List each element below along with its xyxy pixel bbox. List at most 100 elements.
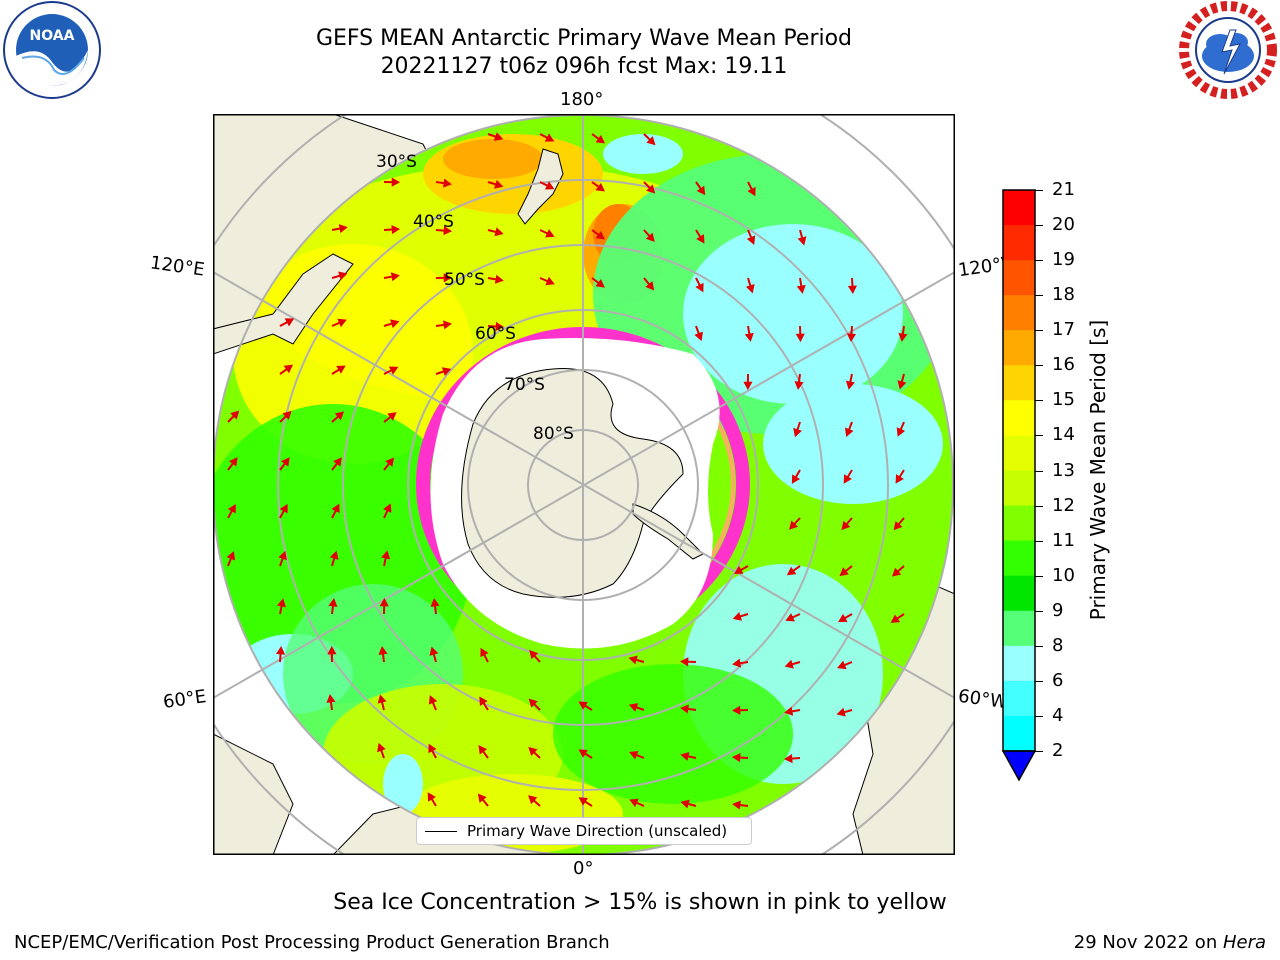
wave-direction-arrowhead — [284, 318, 295, 327]
colorbar-tick-mark — [1035, 330, 1043, 332]
wave-direction-arrowhead — [494, 179, 504, 189]
wave-direction-arrowhead — [839, 567, 849, 577]
wave-direction-arrowhead — [338, 224, 348, 234]
colorbar-tick-label: 4 — [1052, 704, 1064, 726]
wave-direction-arrowhead — [377, 694, 387, 704]
colorbar-tick-label: 12 — [1052, 494, 1075, 516]
wave-direction-arrowhead — [277, 598, 286, 608]
colorbar-tick-label: 2 — [1052, 740, 1064, 761]
wave-direction-arrowhead — [794, 381, 804, 390]
wave-direction-arrowhead — [680, 704, 689, 714]
colorbar-tick-label: 14 — [1052, 424, 1075, 446]
colorbar-tick-label: 19 — [1052, 249, 1075, 271]
wave-direction-arrowhead — [786, 566, 797, 576]
colorbar-label: Primary Wave Mean Period [s] — [1086, 319, 1110, 621]
colorbar-tick-mark — [1035, 680, 1043, 682]
wave-direction-arrowhead — [528, 746, 538, 757]
wave-direction-arrowhead — [797, 236, 807, 246]
wave-direction-arrowhead — [477, 793, 487, 803]
colorbar-tick-mark — [1035, 365, 1043, 367]
wave-direction-arrowhead — [628, 703, 639, 712]
wave-direction-arrowhead — [645, 232, 655, 242]
colorbar-tick-mark — [1035, 540, 1043, 542]
wave-direction-arrowhead — [895, 474, 904, 484]
footer-host: Hera — [1222, 932, 1266, 953]
colorbar-band — [1003, 225, 1035, 261]
wave-direction-arrowhead — [282, 410, 292, 420]
wave-direction-arrowhead — [377, 742, 386, 753]
wave-direction-arrowhead — [278, 550, 287, 561]
wave-direction-arrowhead — [391, 224, 401, 235]
colorbar-band — [1003, 365, 1035, 401]
colorbar-band — [1003, 715, 1035, 752]
wave-direction-arrowhead — [743, 381, 753, 391]
wave-direction-arrowhead — [784, 659, 794, 669]
colorbar-tick-label: 11 — [1052, 529, 1075, 551]
footer-left: NCEP/EMC/Verification Post Processing Pr… — [14, 932, 610, 953]
colorbar-band — [1003, 435, 1035, 471]
wave-direction-arrowhead — [338, 271, 348, 281]
wave-direction-arrowhead — [494, 274, 504, 284]
wave-direction-arrowhead — [629, 798, 639, 808]
wave-direction-arrowhead — [337, 318, 347, 328]
wave-direction-arrowhead — [680, 751, 690, 761]
wave-direction-arrowhead — [328, 598, 338, 607]
wave-direction-arrowhead — [326, 694, 336, 703]
wave-direction-arrowhead — [837, 660, 847, 670]
wave-direction-arrowhead — [893, 520, 903, 531]
wave-direction-arrowhead — [836, 707, 846, 717]
colorbar-band — [1003, 470, 1035, 507]
wave-direction-arrowhead — [791, 474, 801, 484]
wave-direction-arrowhead — [783, 754, 793, 764]
colorbar-tick-mark — [1035, 470, 1043, 472]
wave-direction-arrowhead — [545, 276, 555, 286]
wave-direction-arrowhead — [441, 367, 452, 376]
wave-direction-arrowhead — [494, 227, 504, 237]
lat-label-70s: 70°S — [504, 375, 545, 395]
colorbar-tick-mark — [1035, 505, 1043, 507]
wave-direction-arrowhead — [796, 284, 806, 294]
wave-direction-arrowhead — [789, 520, 799, 530]
wave-direction-arrowhead — [578, 701, 588, 710]
colorbar-tick-label: 6 — [1052, 669, 1064, 691]
footer-date: 29 Nov 2022 on — [1073, 932, 1223, 953]
colorbar-tick-mark — [1035, 225, 1043, 227]
chart-title-line-2: 20221127 t06z 096h fcst Max: 19.11 — [380, 54, 788, 79]
wave-direction-arrowhead — [383, 503, 392, 513]
wave-direction-arrowhead — [784, 706, 794, 716]
wave-direction-arrowhead — [276, 645, 286, 655]
wave-direction-arrowhead — [428, 743, 437, 754]
wave-direction-arrowhead — [226, 551, 236, 561]
wave-direction-arrowhead — [427, 792, 436, 802]
legend-label: Primary Wave Direction (unscaled) — [467, 822, 728, 840]
wave-direction-arrowhead — [529, 650, 539, 660]
wave-direction-arrowhead — [679, 657, 689, 667]
wave-direction-arrowhead — [845, 380, 855, 390]
wave-direction-arrowhead — [578, 749, 588, 758]
wave-direction-arrowhead — [279, 503, 288, 514]
wave-direction-arrowhead — [443, 226, 453, 236]
colorbar-band — [1003, 645, 1035, 682]
sea-ice-note: Sea Ice Concentration > 15% is shown in … — [333, 890, 947, 915]
wave-direction-arrowhead — [379, 597, 389, 607]
colorbar-tick-mark — [1035, 190, 1043, 191]
wave-direction-arrowhead — [478, 745, 488, 755]
wave-direction-arrowhead — [696, 185, 706, 196]
wave-direction-arrowhead — [336, 365, 346, 374]
wave-direction-arrowhead — [646, 184, 656, 194]
colorbar-band — [1003, 400, 1035, 436]
wave-direction-arrowhead — [388, 366, 399, 375]
wave-direction-arrowhead — [846, 333, 857, 343]
wave-direction-arrowhead — [442, 320, 452, 330]
wave-direction-arrowhead — [495, 321, 505, 332]
wave-direction-arrowhead — [694, 331, 703, 342]
wave-direction-arrowhead — [595, 182, 606, 192]
wave-direction-arrowhead — [387, 412, 397, 421]
colorbar-tick-label: 16 — [1052, 354, 1075, 376]
colorbar-tick-label: 13 — [1052, 459, 1075, 481]
wave-direction-arrowhead — [841, 520, 851, 531]
wave-direction-arrowhead — [695, 282, 704, 293]
wave-direction-arrowhead — [793, 427, 802, 438]
wave-direction-arrowhead — [528, 795, 538, 805]
wave-direction-arrowhead — [327, 645, 337, 655]
